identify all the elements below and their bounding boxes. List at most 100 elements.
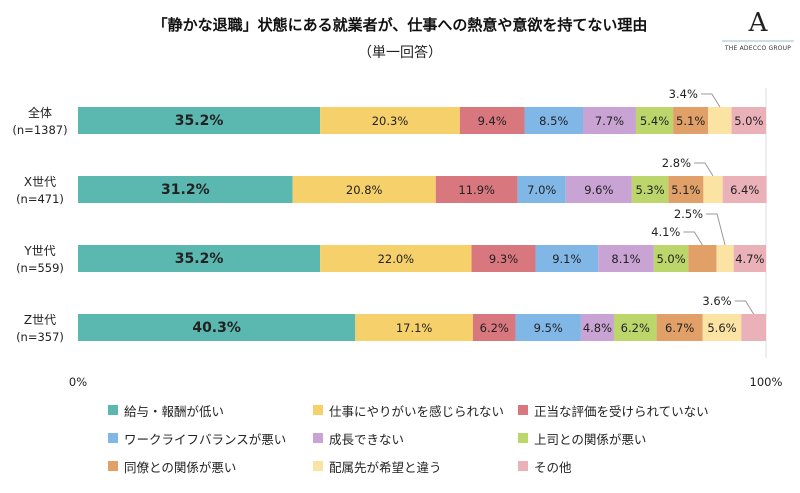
bar-segment bbox=[471, 245, 536, 272]
callout-label: 4.1% bbox=[651, 225, 680, 239]
bar-segment bbox=[668, 176, 704, 203]
bar-segment bbox=[78, 107, 321, 134]
legend-swatch bbox=[313, 433, 323, 443]
bar-segment bbox=[673, 107, 709, 134]
bar-segment bbox=[598, 245, 654, 272]
data-label: 5.4% bbox=[640, 114, 669, 128]
legend-swatch bbox=[518, 405, 528, 415]
callout-line bbox=[734, 300, 755, 315]
bar-segment bbox=[565, 176, 632, 203]
adecco-logo: A THE ADECCO GROUP bbox=[722, 8, 794, 52]
legend-label: 同僚との関係が悪い bbox=[124, 459, 237, 475]
bar-segment bbox=[722, 176, 767, 203]
callout-line bbox=[706, 213, 726, 246]
data-label: 22.0% bbox=[378, 252, 415, 266]
legend-swatch bbox=[108, 461, 118, 471]
bar-segment bbox=[741, 314, 766, 341]
data-label: 5.0% bbox=[656, 252, 685, 266]
data-label: 5.1% bbox=[676, 114, 705, 128]
bar-segment bbox=[635, 107, 674, 134]
bar-segment bbox=[535, 245, 599, 272]
bar-segment bbox=[78, 176, 293, 203]
callout-line bbox=[700, 93, 721, 108]
data-label: 5.3% bbox=[635, 183, 664, 197]
legend-swatch bbox=[518, 433, 528, 443]
data-label: 6.2% bbox=[480, 321, 509, 335]
legend-item: 仕事にやりがいを感じられない bbox=[313, 402, 518, 419]
bar-segment bbox=[580, 314, 614, 341]
legend-swatch bbox=[313, 461, 323, 471]
data-label: 40.3% bbox=[192, 320, 241, 336]
bar-segment bbox=[716, 245, 734, 272]
category-n: (n=1387) bbox=[12, 123, 67, 137]
bar-segment bbox=[653, 245, 689, 272]
data-label: 20.3% bbox=[372, 114, 409, 128]
data-label: 4.8% bbox=[583, 321, 612, 335]
legend-label: その他 bbox=[534, 459, 572, 475]
callout-line bbox=[694, 162, 714, 177]
data-label: 35.2% bbox=[175, 251, 224, 267]
bar-segment bbox=[320, 107, 460, 134]
legend-label: 仕事にやりがいを感じられない bbox=[329, 403, 505, 419]
bar-segment bbox=[702, 314, 742, 341]
category-n: (n=471) bbox=[16, 192, 64, 206]
data-label: 17.1% bbox=[396, 321, 433, 335]
bar-segment bbox=[435, 176, 518, 203]
data-label: 6.7% bbox=[665, 321, 694, 335]
legend-swatch bbox=[313, 405, 323, 415]
bar-segment bbox=[733, 245, 766, 272]
bar-segment bbox=[656, 314, 703, 341]
logo-text: THE ADECCO GROUP bbox=[724, 45, 792, 52]
bar-segment bbox=[517, 176, 566, 203]
legend-item: 給与・報酬が低い bbox=[108, 402, 313, 419]
logo-divider bbox=[722, 40, 794, 42]
legend-label: ワークライフバランスが悪い bbox=[124, 431, 287, 447]
bar-segment bbox=[703, 176, 723, 203]
data-label: 9.4% bbox=[478, 114, 507, 128]
data-label: 9.5% bbox=[534, 321, 563, 335]
legend-label: 配属先が希望と違う bbox=[329, 459, 442, 475]
bar-segment bbox=[78, 314, 356, 341]
bar-segment bbox=[631, 176, 669, 203]
data-label: 8.5% bbox=[539, 114, 568, 128]
legend-item: 配属先が希望と違う bbox=[313, 458, 518, 475]
data-label: 5.6% bbox=[707, 321, 736, 335]
category-label: Z世代 bbox=[24, 313, 56, 327]
legend-item: 正当な評価を受けられていない bbox=[518, 402, 738, 419]
stacked-bar-chart: 全体 (n=1387) 35.2% 20.3% 9.4% 8.5% 7.7% 5.4% 5.1%… bbox=[12, 87, 782, 389]
data-label: 31.2% bbox=[161, 182, 210, 198]
category-label: 全体 bbox=[28, 105, 52, 120]
x-tick-label: 0% bbox=[69, 375, 87, 389]
legend-swatch bbox=[518, 461, 528, 471]
legend-label: 正当な評価を受けられていない bbox=[534, 403, 709, 419]
category-n: (n=559) bbox=[16, 261, 64, 275]
bar-segment bbox=[524, 107, 583, 134]
logo-mark: A bbox=[748, 8, 768, 38]
bar-segment bbox=[708, 107, 732, 134]
legend-swatch bbox=[108, 405, 118, 415]
bar-segment bbox=[472, 314, 516, 341]
data-label: 20.8% bbox=[346, 183, 383, 197]
legend-item: 成長できない bbox=[313, 430, 518, 447]
bar-segment bbox=[355, 314, 473, 341]
legend: 給与・報酬が低い 仕事にやりがいを感じられない 正当な評価を受けられていないワークラ… bbox=[108, 402, 738, 475]
category-label: X世代 bbox=[24, 175, 56, 189]
bar-segment bbox=[459, 107, 525, 134]
legend-label: 成長できない bbox=[329, 431, 405, 447]
category-n: (n=357) bbox=[16, 330, 64, 344]
data-label: 9.6% bbox=[584, 183, 613, 197]
bar-segment bbox=[613, 314, 657, 341]
data-label: 8.1% bbox=[611, 252, 640, 266]
callout-label: 3.4% bbox=[669, 87, 698, 101]
legend-swatch bbox=[108, 433, 118, 443]
data-label: 5.1% bbox=[671, 183, 700, 197]
data-label: 9.1% bbox=[552, 252, 581, 266]
legend-item: 同僚との関係が悪い bbox=[108, 458, 313, 475]
legend-label: 上司との関係が悪い bbox=[534, 431, 647, 447]
data-label: 6.4% bbox=[730, 183, 759, 197]
data-label: 7.7% bbox=[595, 114, 624, 128]
legend-item: ワークライフバランスが悪い bbox=[108, 430, 313, 447]
bar-segment bbox=[731, 107, 766, 134]
legend-item: 上司との関係が悪い bbox=[518, 430, 738, 447]
